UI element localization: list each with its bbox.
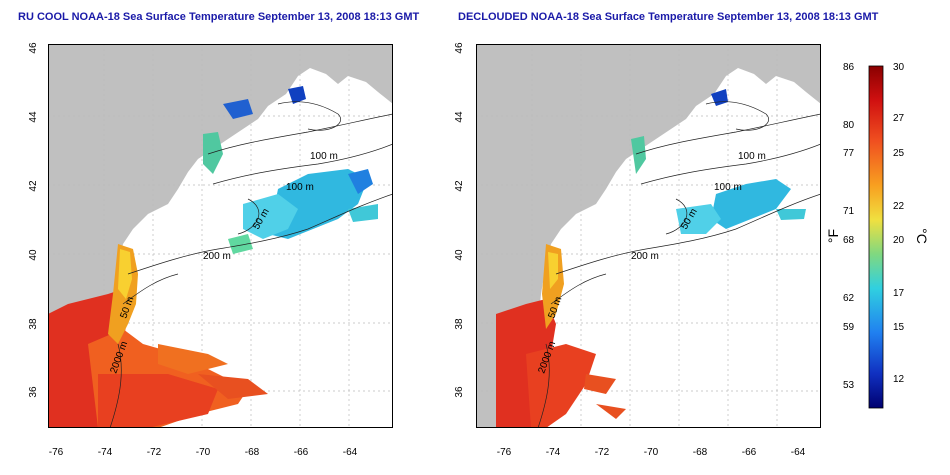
- left-map-title: RU COOL NOAA-18 Sea Surface Temperature …: [18, 11, 420, 23]
- celsius-tick: 25: [893, 148, 905, 159]
- y-tick-label: 44: [454, 111, 465, 123]
- y-tick-label: 36: [28, 386, 39, 398]
- contour-label: 100 m: [286, 182, 314, 193]
- y-tick-label: 40: [454, 249, 465, 261]
- bathymetry-contours: [537, 101, 821, 428]
- celsius-unit-label: °C: [913, 228, 930, 244]
- x-tick-label: -70: [644, 447, 659, 458]
- bathymetry-contours: [109, 101, 393, 428]
- y-tick-label: 40: [28, 249, 39, 261]
- celsius-tick: 12: [893, 374, 905, 385]
- x-tick-label: -76: [49, 447, 64, 458]
- y-tick-label: 38: [454, 318, 465, 330]
- x-tick-label: -64: [791, 447, 806, 458]
- x-tick-label: -72: [147, 447, 162, 458]
- left-map-axes: -76 -74 -72 -70 -68 -66 -64 36 38 40 42 …: [28, 42, 358, 458]
- x-tick-label: -70: [196, 447, 211, 458]
- celsius-tick: 27: [893, 113, 905, 124]
- celsius-tick: 15: [893, 322, 905, 333]
- celsius-tick: 17: [893, 288, 905, 299]
- contour-label: 100 m: [310, 151, 338, 162]
- y-tick-label: 42: [28, 180, 39, 192]
- x-tick-label: -66: [742, 447, 757, 458]
- contour-label: 100 m: [714, 182, 742, 193]
- contour-label: 200 m: [631, 251, 659, 262]
- contour-label: 200 m: [203, 251, 231, 262]
- fahrenheit-tick: 68: [843, 235, 855, 246]
- cool-sst-field: [631, 89, 806, 234]
- celsius-tick: 20: [893, 235, 905, 246]
- x-tick-label: -72: [595, 447, 610, 458]
- y-tick-label: 44: [28, 111, 39, 123]
- x-tick-label: -76: [497, 447, 512, 458]
- right-sst-map: 100 m 100 m 50 m 200 m 50 m 2000 m: [476, 44, 821, 428]
- fahrenheit-tick: 71: [843, 206, 855, 217]
- fahrenheit-tick: 62: [843, 293, 855, 304]
- land-mass: [48, 44, 393, 428]
- fahrenheit-tick: 77: [843, 148, 855, 159]
- sst-colorbar: [868, 65, 884, 409]
- fahrenheit-tick: 59: [843, 322, 855, 333]
- fahrenheit-tick: 53: [843, 380, 855, 391]
- cool-sst-field: [203, 86, 378, 254]
- right-map-title: DECLOUDED NOAA-18 Sea Surface Temperatur…: [458, 11, 879, 23]
- celsius-tick: 30: [893, 62, 905, 73]
- x-tick-label: -66: [294, 447, 309, 458]
- land-mass: [476, 44, 821, 428]
- y-tick-label: 42: [454, 180, 465, 192]
- fahrenheit-tick: 86: [843, 62, 855, 73]
- left-sst-map: 100 m 100 m 50 m 200 m 50 m 2000 m: [48, 44, 393, 428]
- x-tick-label: -74: [98, 447, 113, 458]
- y-tick-label: 46: [454, 42, 465, 54]
- fahrenheit-tick: 80: [843, 120, 855, 131]
- x-tick-label: -74: [546, 447, 561, 458]
- contour-label: 100 m: [738, 151, 766, 162]
- celsius-tick: 22: [893, 201, 905, 212]
- right-map-axes: -76 -74 -72 -70 -68 -66 -64 36 38 40 42 …: [454, 42, 806, 458]
- y-tick-label: 36: [454, 386, 465, 398]
- y-tick-label: 38: [28, 318, 39, 330]
- y-tick-label: 46: [28, 42, 39, 54]
- x-tick-label: -68: [245, 447, 260, 458]
- fahrenheit-unit-label: °F: [825, 228, 842, 244]
- warm-sst-field: [48, 244, 268, 428]
- x-tick-label: -64: [343, 447, 358, 458]
- x-tick-label: -68: [693, 447, 708, 458]
- warm-sst-field: [496, 244, 626, 428]
